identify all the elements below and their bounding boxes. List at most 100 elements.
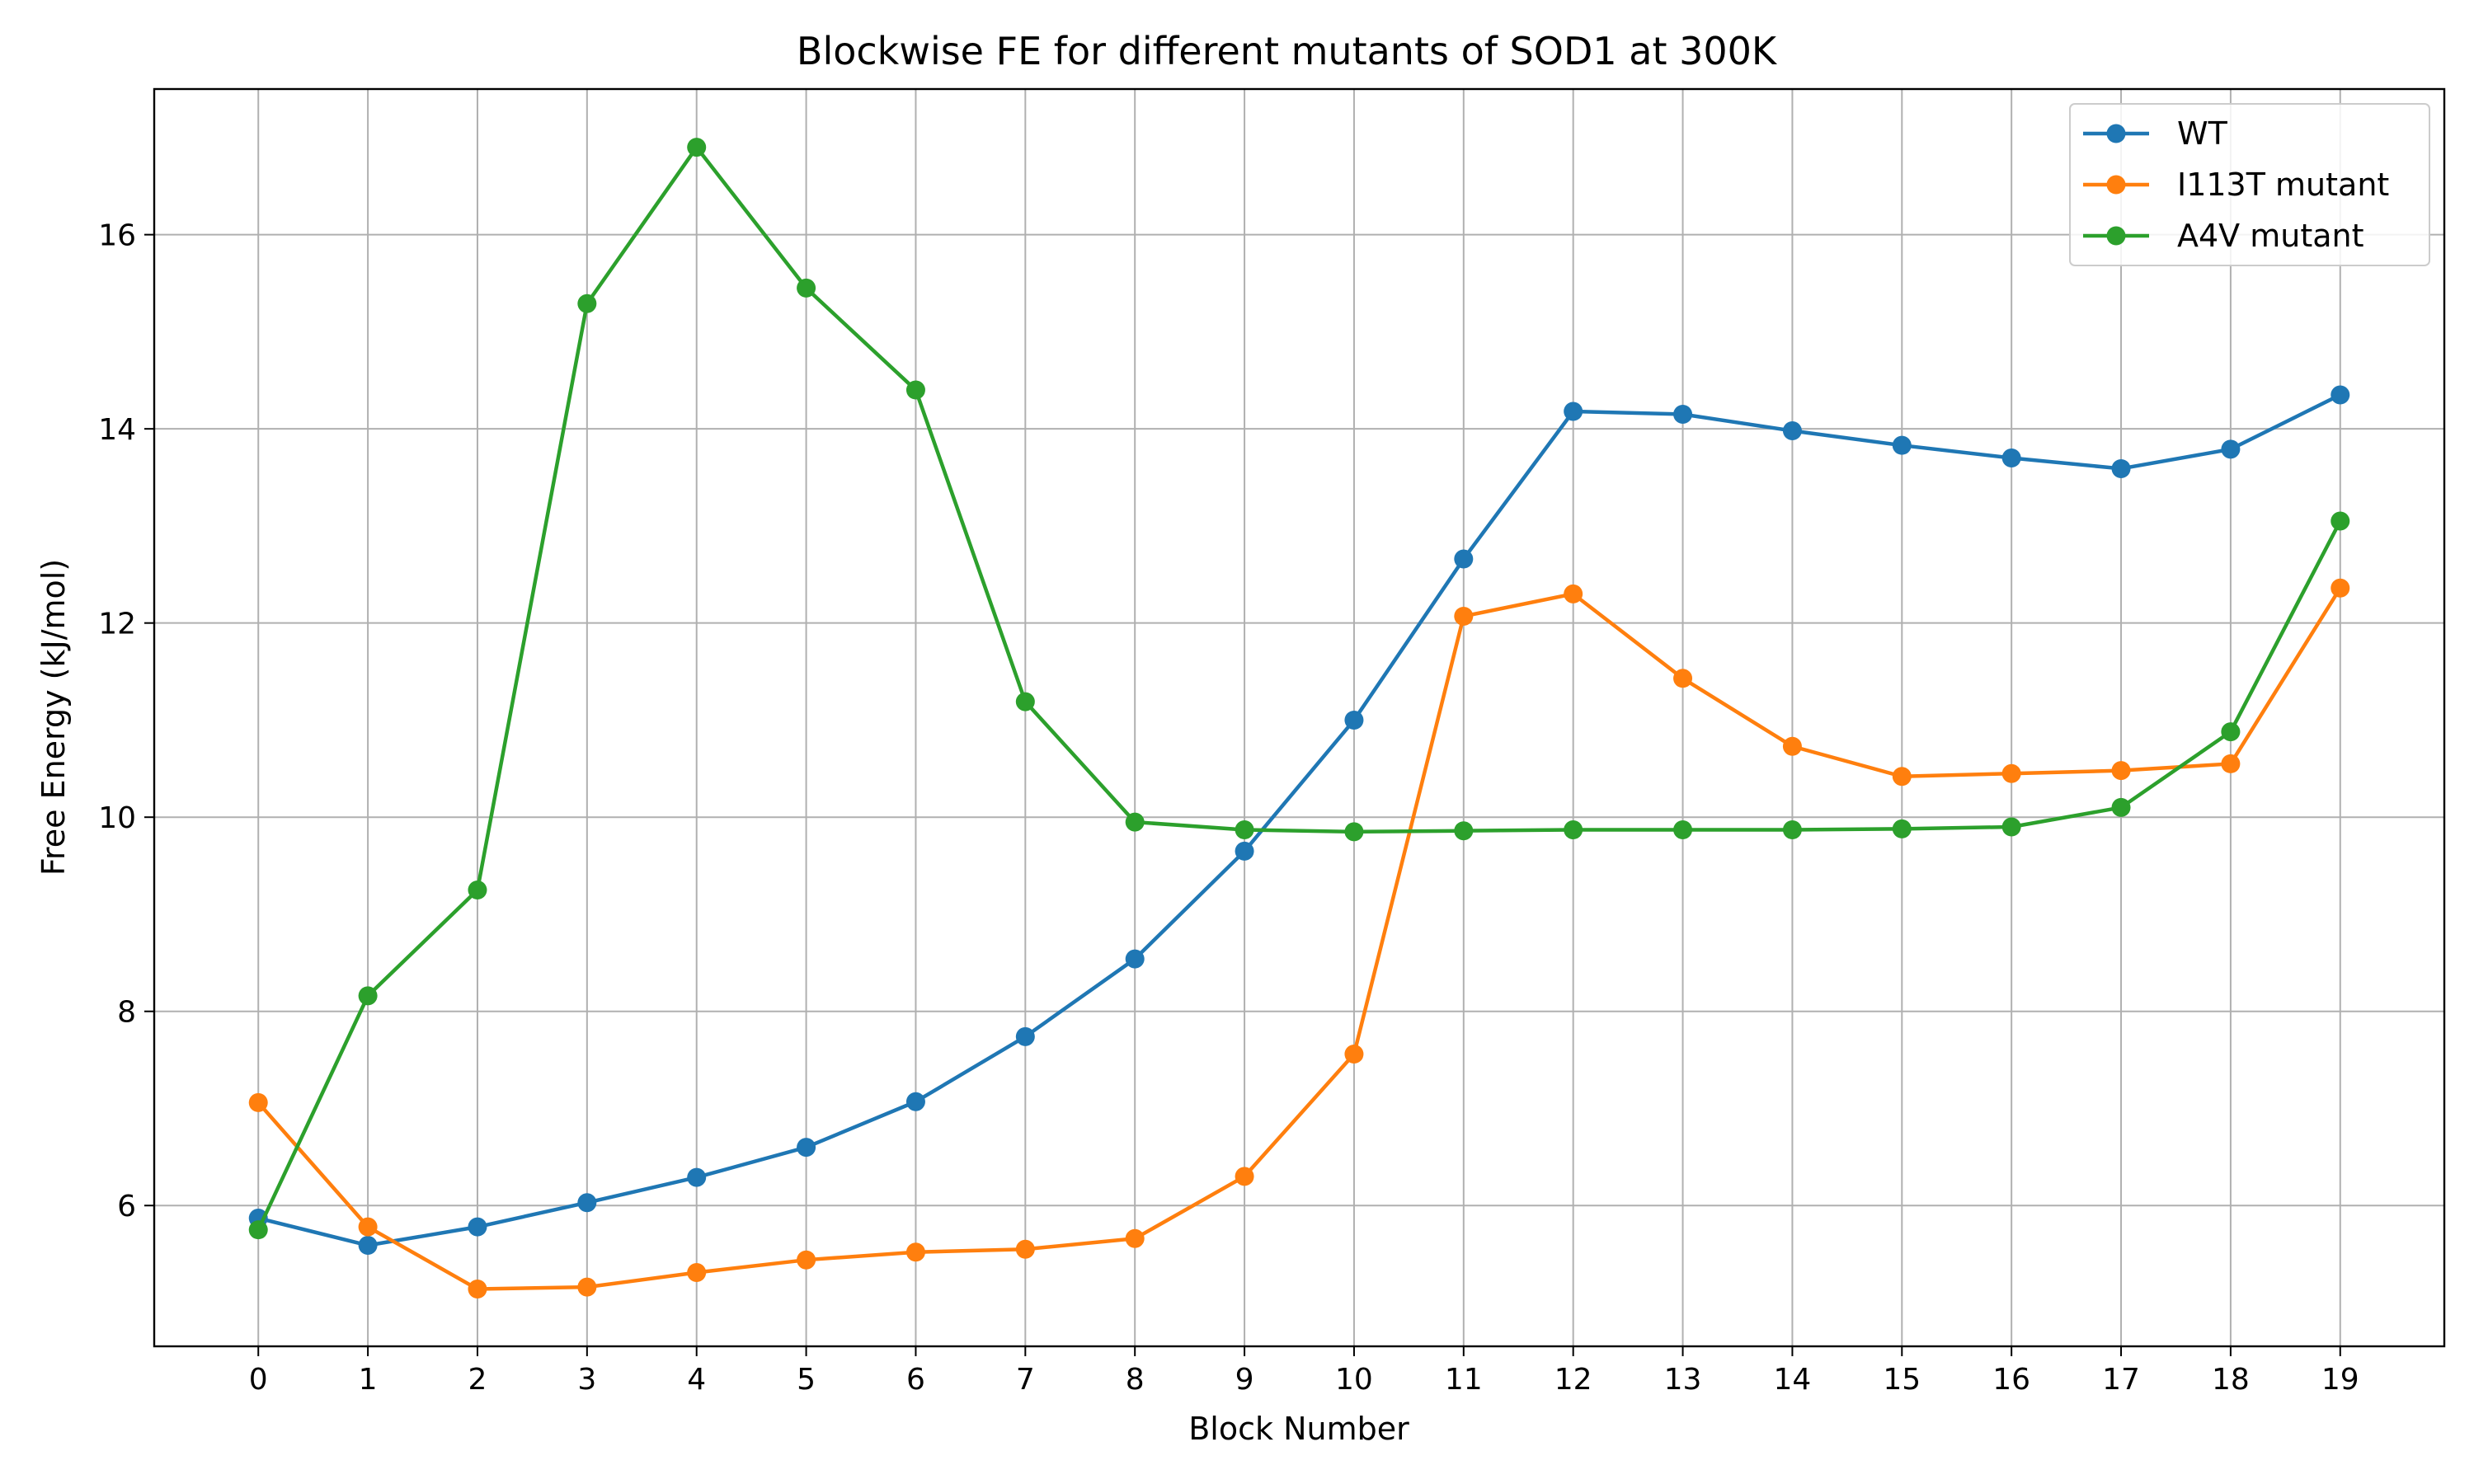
data-point-wt <box>468 1217 487 1237</box>
data-point-i113t-mutant <box>905 1242 925 1262</box>
data-point-i113t-mutant <box>2111 761 2131 781</box>
data-point-wt <box>2221 439 2241 459</box>
x-tick-label: 2 <box>468 1363 487 1397</box>
y-tick-label: 6 <box>117 1190 136 1223</box>
data-point-wt <box>1892 435 1912 455</box>
data-point-a4v-mutant <box>2001 817 2021 837</box>
data-point-a4v-mutant <box>248 1220 268 1240</box>
data-point-wt <box>905 1092 925 1111</box>
legend-item: I113T mutant <box>2083 167 2389 203</box>
data-point-a4v-mutant <box>797 278 816 298</box>
data-point-a4v-mutant <box>1564 820 1583 840</box>
data-point-i113t-mutant <box>1235 1167 1254 1186</box>
data-point-i113t-mutant <box>687 1263 707 1283</box>
x-tick-label: 12 <box>1554 1363 1592 1397</box>
data-point-wt <box>1125 949 1145 969</box>
x-tick-label: 14 <box>1774 1363 1812 1397</box>
data-point-a4v-mutant <box>2221 722 2241 742</box>
data-point-i113t-mutant <box>1015 1239 1035 1259</box>
data-point-wt <box>797 1138 816 1158</box>
data-point-a4v-mutant <box>905 380 925 400</box>
data-point-i113t-mutant <box>468 1280 487 1299</box>
x-tick-label: 16 <box>1992 1363 2030 1397</box>
series-line-wt <box>257 392 2341 1247</box>
y-tick-label: 14 <box>98 413 136 447</box>
data-point-wt <box>2111 458 2131 478</box>
legend-label: A4V mutant <box>2177 218 2364 254</box>
data-point-a4v-mutant <box>1344 822 1364 842</box>
x-axis: 0 1 2 3 4 5 6 7 8 9 10 11 12 13 14 15 16 17 18 19 <box>249 1346 2359 1397</box>
x-tick-label: 4 <box>687 1363 706 1397</box>
x-tick-label: 15 <box>1883 1363 1921 1397</box>
data-point-a4v-mutant <box>1454 821 1474 841</box>
data-point-wt <box>1015 1026 1035 1046</box>
x-tick-label: 3 <box>577 1363 596 1397</box>
series-line-i113t-mutant <box>256 587 2342 1291</box>
data-point-wt <box>577 1193 597 1213</box>
x-tick-label: 13 <box>1664 1363 1702 1397</box>
chart-title: Blockwise FE for different mutants of SO… <box>797 29 1778 73</box>
y-axis: 6 8 10 12 14 16 <box>98 219 154 1223</box>
data-point-i113t-mutant <box>248 1092 268 1112</box>
x-tick-label: 10 <box>1335 1363 1373 1397</box>
data-point-i113t-mutant <box>2331 578 2350 598</box>
data-point-a4v-mutant <box>2331 511 2350 531</box>
data-point-wt <box>1344 710 1364 730</box>
data-point-i113t-mutant <box>797 1250 816 1270</box>
data-point-i113t-mutant <box>358 1217 378 1237</box>
data-point-wt <box>2001 448 2021 467</box>
x-tick-label: 17 <box>2102 1363 2140 1397</box>
x-tick-label: 1 <box>359 1363 378 1397</box>
x-axis-title: Block Number <box>1188 1411 1409 1447</box>
data-point-a4v-mutant <box>1892 819 1912 838</box>
legend-label: I113T mutant <box>2177 167 2389 203</box>
data-point-wt <box>687 1167 707 1187</box>
legend-item: WT <box>2083 115 2228 152</box>
series-a4v-mutant <box>248 138 2350 1240</box>
y-axis-title: Free Energy (kJ/mol) <box>35 559 72 876</box>
data-point-i113t-mutant <box>577 1277 597 1297</box>
data-point-i113t-mutant <box>1892 767 1912 787</box>
data-point-wt <box>1454 549 1474 569</box>
y-tick-label: 16 <box>98 219 136 253</box>
x-tick-label: 11 <box>1445 1363 1483 1397</box>
y-tick-label: 8 <box>117 996 136 1030</box>
data-point-a4v-mutant <box>2111 797 2131 817</box>
data-point-wt <box>1564 402 1583 421</box>
legend-label: WT <box>2177 115 2228 152</box>
data-point-i113t-mutant <box>1454 606 1474 626</box>
legend-swatch-marker <box>2106 124 2126 143</box>
data-point-i113t-mutant <box>1782 736 1802 756</box>
data-point-a4v-mutant <box>1015 692 1035 711</box>
data-point-i113t-mutant <box>1673 669 1693 688</box>
data-point-a4v-mutant <box>468 881 487 900</box>
data-point-a4v-mutant <box>687 138 707 157</box>
x-tick-label: 7 <box>1016 1363 1035 1397</box>
data-point-i113t-mutant <box>1564 584 1583 603</box>
legend-swatch-marker <box>2106 226 2126 246</box>
plot-frame <box>153 87 2446 1348</box>
data-point-a4v-mutant <box>1125 812 1145 832</box>
x-tick-label: 0 <box>249 1363 268 1397</box>
data-point-wt <box>1782 421 1802 441</box>
data-point-a4v-mutant <box>577 294 597 313</box>
data-point-wt <box>1235 841 1254 861</box>
data-point-i113t-mutant <box>2221 754 2241 773</box>
series-i113t-mutant <box>248 578 2350 1299</box>
x-tick-label: 9 <box>1235 1363 1254 1397</box>
series-layer <box>248 138 2350 1299</box>
x-tick-label: 19 <box>2321 1363 2359 1397</box>
x-tick-label: 5 <box>797 1363 816 1397</box>
legend-box <box>2069 103 2430 266</box>
x-tick-label: 6 <box>906 1363 925 1397</box>
x-tick-label: 18 <box>2212 1363 2250 1397</box>
data-point-i113t-mutant <box>1125 1228 1145 1248</box>
data-point-a4v-mutant <box>1782 820 1802 840</box>
series-wt <box>248 385 2350 1256</box>
y-tick-label: 12 <box>98 608 136 641</box>
legend-item: A4V mutant <box>2083 218 2364 254</box>
data-point-i113t-mutant <box>2001 763 2021 783</box>
data-point-a4v-mutant <box>358 986 378 1006</box>
data-point-i113t-mutant <box>1344 1045 1364 1064</box>
